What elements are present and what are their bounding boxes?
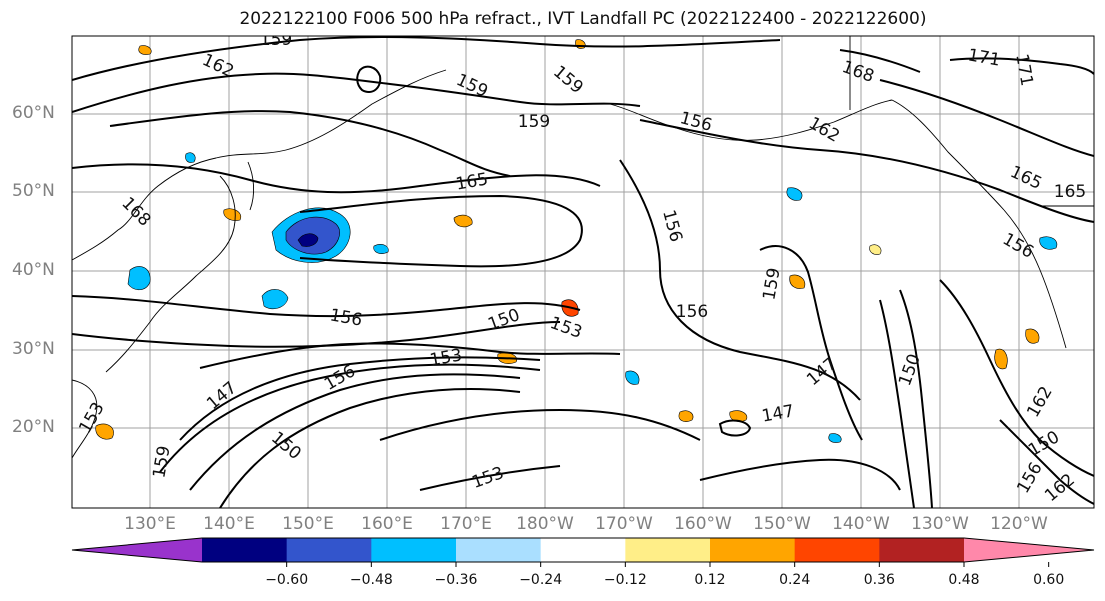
colorbar-segment (879, 538, 965, 562)
colorbar-segment (456, 538, 542, 562)
colorbar-tick-label: −0.12 (603, 572, 647, 588)
colorbar-segment (286, 538, 372, 562)
colorbar-extend-low (72, 538, 202, 562)
colorbar-segment (202, 538, 288, 562)
coastlines (72, 36, 1094, 459)
longitude-label: 180°W (516, 514, 574, 534)
graticule (72, 36, 1094, 508)
latitude-label: 60°N (12, 103, 55, 123)
colorbar-tick-label: −0.36 (434, 572, 478, 588)
longitude-label: 130°E (124, 514, 176, 534)
colorbar-segment (625, 538, 711, 562)
contour-label: 165 (1054, 182, 1086, 202)
latitude-label: 50°N (12, 181, 55, 201)
colorbar-extend-high (964, 538, 1094, 562)
contour-label: 159 (518, 112, 550, 132)
colorbar-outline (71, 537, 1095, 563)
colorbar-tick-label: 0.48 (948, 572, 980, 588)
colorbar-tick-label: 0.36 (863, 572, 895, 588)
plot-frame (71, 35, 1095, 509)
colorbar (71, 537, 1095, 567)
contour-label: 159 (260, 30, 292, 50)
contour-lines (72, 36, 1094, 508)
shaded-anomalies (95, 39, 1058, 443)
longitude-label: 140°W (832, 514, 890, 534)
longitude-label: 170°E (440, 514, 492, 534)
colorbar-segment (710, 538, 796, 562)
colorbar-tick-label: −0.60 (265, 572, 309, 588)
colorbar-tick-label: 0.60 (1033, 572, 1065, 588)
map-title: 2022122100 F006 500 hPa refract., IVT La… (239, 9, 927, 29)
latitude-label: 20°N (12, 417, 55, 437)
colorbar-segment (794, 538, 880, 562)
longitude-label: 140°E (203, 514, 255, 534)
longitude-label: 160°W (674, 514, 732, 534)
longitude-label: 130°W (911, 514, 969, 534)
contour-label: 156 (676, 302, 708, 322)
latitude-label: 30°N (12, 339, 55, 359)
longitude-label: 170°W (595, 514, 653, 534)
longitude-label: 120°W (990, 514, 1048, 534)
longitude-label: 150°E (282, 514, 334, 534)
colorbar-tick-label: −0.24 (519, 572, 563, 588)
longitude-label: 160°E (361, 514, 413, 534)
longitude-label: 150°W (753, 514, 811, 534)
colorbar-tick-label: 0.24 (779, 572, 811, 588)
colorbar-segment (371, 538, 457, 562)
latitude-label: 40°N (12, 260, 55, 280)
colorbar-tick-label: −0.48 (349, 572, 393, 588)
colorbar-segment (540, 538, 626, 562)
colorbar-tick-label: 0.12 (694, 572, 726, 588)
